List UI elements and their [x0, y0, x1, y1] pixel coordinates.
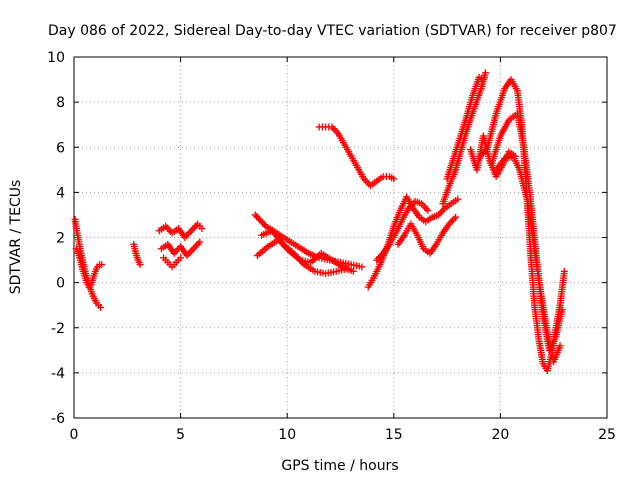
series-track-s — [492, 152, 564, 366]
series-track-m — [373, 197, 432, 264]
data-point — [558, 306, 566, 314]
data-point — [184, 230, 192, 238]
y-tick-label: 0 — [56, 276, 65, 292]
data-point — [439, 206, 447, 214]
x-axis-label: GPS time / hours — [281, 458, 398, 474]
series-track-f — [160, 254, 185, 271]
data-point — [438, 208, 446, 216]
data-point — [251, 211, 259, 219]
x-tick-label: 10 — [278, 427, 296, 443]
y-axis-label: SDTVAR / TECUs — [8, 180, 24, 295]
series-track-j — [315, 123, 398, 190]
y-tick-label: 10 — [47, 50, 65, 66]
data-point — [479, 76, 487, 84]
data-point — [177, 254, 185, 262]
plot-frame — [73, 56, 608, 419]
series-track-i — [258, 227, 351, 278]
data-point — [421, 203, 429, 211]
data-point — [186, 228, 194, 236]
data-point — [293, 253, 301, 261]
series-track-k — [364, 193, 462, 291]
y-tick-label: -6 — [51, 411, 65, 427]
data-point — [186, 248, 194, 256]
data-point — [193, 241, 201, 249]
data-points — [71, 69, 568, 375]
data-point — [556, 342, 564, 350]
data-point — [254, 214, 262, 222]
x-tick-label: 25 — [598, 427, 616, 443]
data-point — [328, 123, 336, 131]
series-track-b — [72, 245, 106, 291]
data-point — [294, 254, 302, 262]
data-point — [260, 221, 268, 229]
y-tick-label: 6 — [56, 140, 65, 156]
data-point — [452, 213, 460, 221]
data-point — [187, 227, 195, 235]
x-tick-label: 5 — [176, 427, 185, 443]
data-point — [196, 238, 204, 246]
data-point — [190, 223, 198, 231]
data-point — [257, 217, 265, 225]
data-point — [297, 257, 305, 265]
data-point — [296, 256, 304, 264]
data-point — [259, 219, 267, 227]
data-point — [189, 225, 197, 233]
series-track-c — [130, 240, 144, 269]
data-point — [253, 213, 261, 221]
data-point — [349, 267, 357, 275]
series-track-l — [394, 213, 460, 257]
data-point — [98, 261, 106, 269]
data-point — [136, 261, 144, 269]
x-tick-label: 20 — [491, 427, 509, 443]
data-point — [97, 303, 105, 311]
data-point — [198, 224, 206, 232]
data-point — [454, 195, 462, 203]
data-point — [330, 125, 338, 133]
data-point — [290, 249, 298, 257]
data-point — [299, 259, 307, 267]
data-point — [331, 126, 339, 134]
data-point — [291, 251, 299, 259]
y-tick-label: 2 — [56, 231, 65, 247]
data-point — [390, 175, 398, 183]
data-point — [343, 265, 351, 273]
y-tick-label: 8 — [56, 95, 65, 111]
data-point — [189, 245, 197, 253]
data-point — [448, 217, 456, 225]
data-point — [481, 69, 489, 77]
data-point — [163, 224, 171, 232]
data-point — [188, 246, 196, 254]
data-point — [358, 263, 366, 271]
axis-ticks: 0 5 10 15 20 25 -6 -4 -2 0 2 4 6 8 10 — [47, 50, 616, 443]
series-track-e — [157, 238, 204, 260]
data-point — [256, 216, 264, 224]
data-point — [560, 267, 568, 275]
data-point — [422, 205, 430, 213]
y-tick-label: 4 — [56, 185, 65, 201]
data-point — [450, 215, 458, 223]
y-tick-label: -2 — [51, 321, 65, 337]
x-tick-label: 0 — [70, 427, 79, 443]
series-track-d — [155, 220, 206, 241]
chart-title: Day 086 of 2022, Sidereal Day-to-day VTE… — [48, 23, 617, 39]
x-tick-label: 15 — [385, 427, 403, 443]
data-point — [194, 240, 202, 248]
data-point — [191, 243, 199, 251]
y-tick-label: -4 — [51, 366, 65, 382]
data-point — [424, 206, 432, 214]
series-track-o — [443, 73, 487, 183]
